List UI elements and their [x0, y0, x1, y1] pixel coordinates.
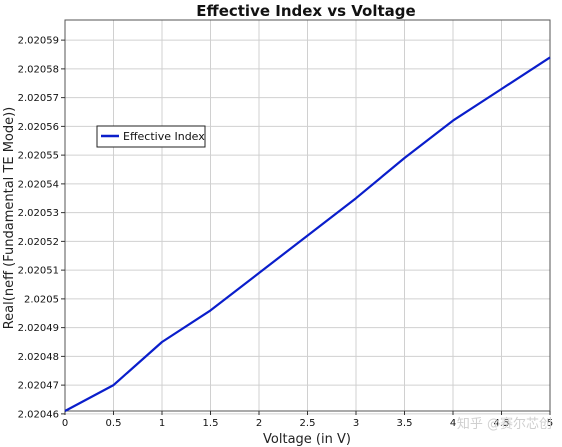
x-tick-label: 0.5 — [106, 418, 122, 429]
y-tick-label: 2.02056 — [18, 122, 59, 133]
y-tick-label: 2.02057 — [18, 93, 59, 104]
y-tick-label: 2.02058 — [18, 64, 59, 75]
series-line-effective-index — [64, 56, 551, 412]
x-axis-ticks: 0 0.5 1 1.5 2 2.5 3 3.5 4 4.5 5 — [62, 411, 553, 429]
y-tick-label: 2.0205 — [24, 294, 59, 305]
series-layer — [64, 56, 551, 412]
x-tick-label: 0 — [62, 418, 68, 429]
y-tick-label: 2.02054 — [18, 179, 59, 190]
x-axis-label: Voltage (in V) — [263, 432, 351, 447]
x-tick-label: 3.5 — [397, 418, 413, 429]
x-tick-label: 4.5 — [494, 418, 510, 429]
y-tick-label: 2.02048 — [18, 352, 59, 363]
y-tick-label: 2.02053 — [18, 208, 59, 219]
x-tick-label: 2 — [256, 418, 262, 429]
legend-label: Effective Index — [123, 130, 205, 143]
legend: Effective Index — [96, 125, 206, 148]
y-tick-label: 2.02052 — [18, 237, 59, 248]
chart-title: Effective Index vs Voltage — [196, 2, 415, 20]
y-tick-label: 2.02059 — [18, 36, 59, 47]
x-tick-label: 1 — [159, 418, 165, 429]
y-tick-label: 2.02051 — [18, 266, 59, 277]
y-tick-label: 2.02055 — [18, 151, 59, 162]
grid — [64, 20, 551, 415]
x-tick-label: 3 — [353, 418, 359, 429]
y-tick-label: 2.02046 — [18, 409, 59, 420]
y-axis-label: Real(neff (Fundamental TE Mode)) — [2, 107, 17, 330]
y-tick-label: 2.02047 — [18, 381, 59, 392]
x-tick-label: 5 — [547, 418, 553, 429]
x-tick-label: 2.5 — [300, 418, 316, 429]
x-tick-label: 1.5 — [203, 418, 219, 429]
watermark: 知乎 @赛尔芯创 — [457, 416, 552, 432]
legend-box — [96, 125, 206, 148]
y-axis-ticks: 2.02046 2.02047 2.02048 2.02049 2.0205 2.0205… — [18, 36, 65, 420]
x-tick-label: 4 — [450, 418, 456, 429]
y-tick-label: 2.02049 — [18, 323, 59, 334]
